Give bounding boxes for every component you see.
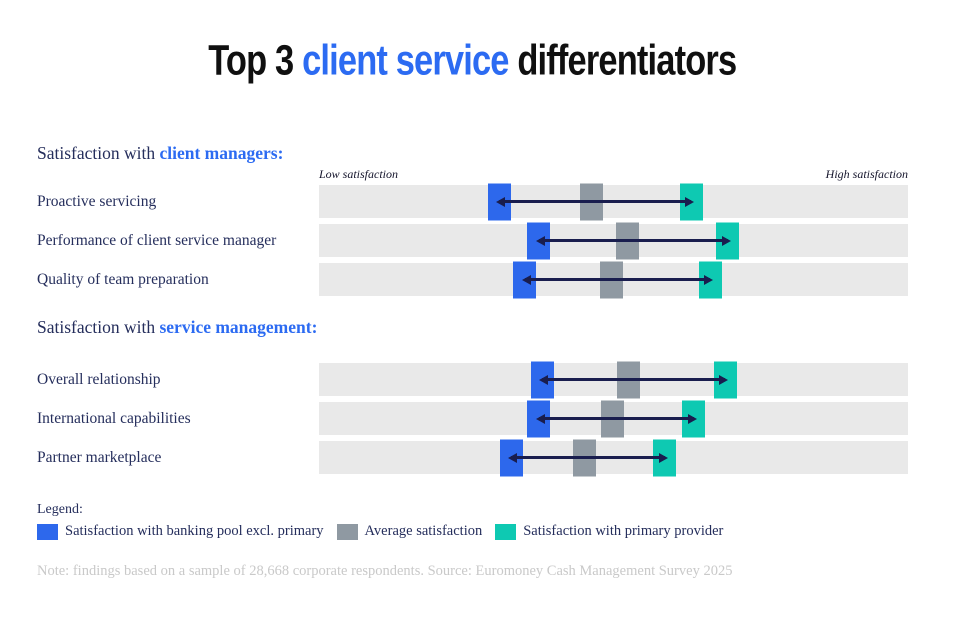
row-label: Quality of team preparation <box>37 270 209 288</box>
legend-item: Satisfaction with banking pool excl. pri… <box>37 523 324 540</box>
legend-label: Average satisfaction <box>364 523 483 539</box>
row-label: International capabilities <box>37 409 191 427</box>
section-heading-prefix: Satisfaction with <box>37 317 160 337</box>
chart-row: Performance of client service manager <box>37 222 908 259</box>
title-prefix: Top 3 <box>208 36 303 84</box>
legend: Legend: Satisfaction with banking pool e… <box>37 501 908 540</box>
range-arrow <box>542 378 726 381</box>
chart-row: International capabilities <box>37 400 908 437</box>
legend-label: Satisfaction with primary provider <box>523 523 724 539</box>
section-heading-client-managers: Satisfaction with client managers: <box>37 142 908 164</box>
range-arrow <box>538 239 728 242</box>
legend-item: Average satisfaction <box>336 523 483 540</box>
axis-labels: Low satisfaction High satisfaction <box>319 167 908 181</box>
section-heading-prefix: Satisfaction with <box>37 143 160 163</box>
page-title-text: Top 3 client service differentiators <box>208 36 738 85</box>
row-band <box>319 439 908 476</box>
legend-swatch-average <box>336 523 358 540</box>
row-band <box>319 183 908 220</box>
page-title: Top 3 client service differentiators <box>37 36 908 88</box>
chart-rows-service-management: Overall relationship International capabi… <box>37 361 908 476</box>
title-highlight: client service <box>302 36 509 84</box>
row-label: Partner marketplace <box>37 448 162 466</box>
row-band <box>319 222 908 259</box>
legend-swatch-banking-pool <box>37 523 58 540</box>
legend-items: Satisfaction with banking pool excl. pri… <box>37 523 908 540</box>
range-arrow <box>511 456 665 459</box>
title-suffix: differentiators <box>508 36 738 84</box>
row-band <box>319 261 908 298</box>
chart-row: Proactive servicing <box>37 183 908 220</box>
chart-rows-client-managers: Proactive servicing Performance of client… <box>37 183 908 298</box>
legend-title: Legend: <box>37 502 83 517</box>
axis-label-low: Low satisfaction <box>319 167 399 181</box>
axis-label-high: High satisfaction <box>825 167 908 181</box>
row-label: Performance of client service manager <box>37 231 277 249</box>
section-heading-highlight: client managers: <box>159 143 284 163</box>
row-label: Overall relationship <box>37 370 161 388</box>
footnote: Note: findings based on a sample of 28,6… <box>37 563 733 579</box>
section-heading-highlight: service management: <box>159 317 318 337</box>
legend-label: Satisfaction with banking pool excl. pri… <box>65 523 324 539</box>
legend-item: Satisfaction with primary provider <box>495 523 723 540</box>
chart-row: Partner marketplace <box>37 439 908 476</box>
range-arrow <box>538 417 694 420</box>
row-label: Proactive servicing <box>37 192 157 210</box>
legend-swatch-primary-provider <box>495 523 517 540</box>
chart-row: Overall relationship <box>37 361 908 398</box>
section-client-managers: Satisfaction with client managers: Low s… <box>37 142 908 298</box>
section-service-management: Satisfaction with service management: Ov… <box>37 316 908 476</box>
range-arrow <box>499 200 692 203</box>
row-band <box>319 361 908 398</box>
chart-row: Quality of team preparation <box>37 261 908 298</box>
section-heading-service-management: Satisfaction with service management: <box>37 316 908 338</box>
range-arrow <box>524 278 711 281</box>
row-band <box>319 400 908 437</box>
